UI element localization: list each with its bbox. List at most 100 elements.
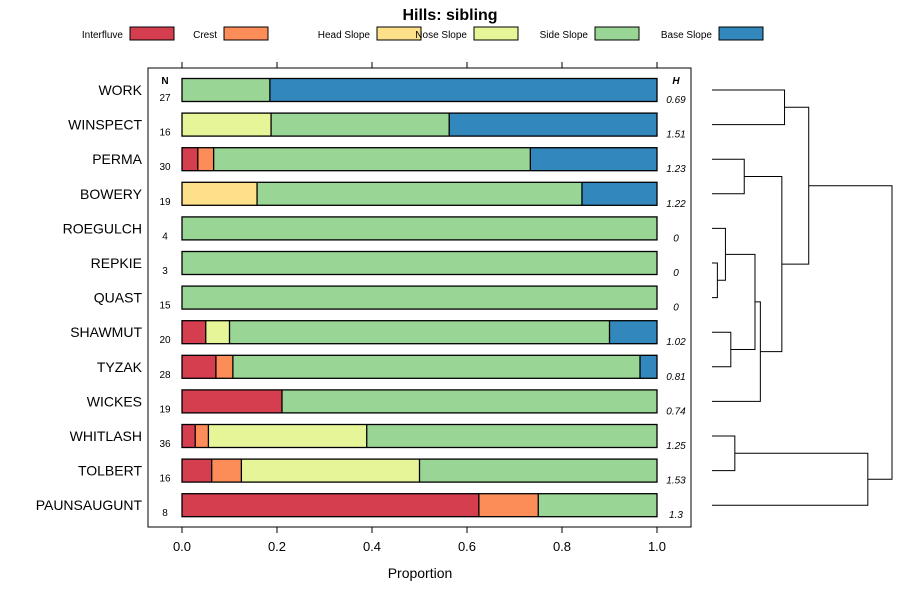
site-label: TYZAK	[97, 359, 143, 375]
x-tick-label: 0.0	[173, 539, 191, 554]
bar-outline	[181, 250, 658, 276]
legend-label-head-slope: Head Slope	[318, 30, 371, 41]
site-label: REPKIE	[91, 255, 142, 271]
n-value: 4	[162, 231, 168, 242]
dendrogram-branch	[712, 158, 745, 195]
row-whitlash: WHITLASH 36 1.25	[70, 423, 686, 452]
h-column-header: H	[672, 76, 680, 87]
h-value: 0.69	[666, 95, 686, 106]
n-value: 20	[159, 335, 171, 346]
n-value: 19	[159, 404, 171, 415]
bar-segment-side-slope	[182, 78, 270, 102]
bar-segment-head-slope	[182, 182, 258, 206]
bar-outline	[181, 493, 658, 518]
h-value: 0	[673, 268, 679, 279]
bar-outline	[181, 181, 658, 206]
n-value: 3	[162, 266, 168, 277]
dendrogram-branch	[725, 253, 756, 350]
bar-segment-interfluve	[182, 493, 479, 517]
h-value: 1.3	[669, 510, 683, 521]
bar-segment-nose-slope	[241, 459, 420, 483]
dendrogram-branch	[712, 452, 869, 506]
dendrogram-branch	[712, 301, 761, 402]
h-value: 1.02	[666, 337, 686, 348]
site-label: QUAST	[94, 290, 143, 306]
row-shawmut: SHAWMUT 20 1.02	[70, 320, 686, 348]
site-label: TOLBERT	[78, 463, 143, 479]
row-bowery: BOWERY 19 1.22	[80, 181, 686, 210]
bar-segment-side-slope	[281, 389, 657, 413]
x-axis-title: Proportion	[388, 565, 453, 581]
bar-outline	[181, 77, 658, 103]
h-value: 0.74	[666, 406, 686, 417]
n-value: 16	[159, 474, 171, 485]
dendrogram-branch	[808, 185, 893, 480]
h-value: 1.23	[666, 164, 686, 175]
legend-swatch-head-slope	[376, 26, 422, 41]
n-value: 19	[159, 197, 171, 208]
h-value: 1.25	[666, 441, 686, 452]
bar-segment-side-slope	[182, 286, 657, 310]
bar-segment-base-slope	[269, 78, 657, 102]
row-tyzak: TYZAK 28 0.81	[97, 354, 686, 383]
bar-segment-side-slope	[419, 459, 657, 483]
bar-outline	[181, 423, 658, 449]
legend-label-crest: Crest	[193, 30, 217, 41]
h-value: 0	[673, 303, 679, 314]
h-value: 1.22	[666, 199, 686, 210]
bar-outline	[181, 354, 658, 379]
bar-segment-side-slope	[182, 216, 657, 240]
h-value: 0.81	[666, 372, 685, 383]
legend-label-side-slope: Side Slope	[540, 30, 589, 41]
bar-segment-crest	[215, 355, 233, 379]
row-winspect: WINSPECT 16 1.51	[68, 112, 686, 141]
legend-swatch-base-slope	[718, 26, 764, 41]
bar-segment-interfluve	[182, 147, 198, 171]
bar-segment-side-slope	[229, 320, 610, 344]
bar-segment-nose-slope	[208, 424, 367, 448]
site-label: WHITLASH	[70, 428, 142, 444]
bar-segment-interfluve	[182, 320, 206, 344]
bar-outline	[181, 285, 658, 310]
n-value: 27	[159, 93, 171, 104]
bar-segment-nose-slope	[205, 320, 230, 344]
n-value: 15	[159, 301, 171, 312]
row-quast: QUAST 15 0	[94, 285, 679, 314]
h-value: 1.51	[666, 130, 685, 141]
row-roegulch: ROEGULCH 4 0	[63, 216, 679, 244]
x-tick-label: 0.4	[363, 539, 381, 554]
dendrogram-branch	[781, 106, 810, 265]
x-axis: 0.0 0.2 0.4 0.6 0.8 1.0	[173, 62, 666, 554]
bar-segment-crest	[197, 147, 214, 171]
row-work: WORK 27 0.69	[98, 77, 686, 106]
legend-label-base-slope: Base Slope	[661, 30, 713, 41]
site-label: PAUNSAUGUNT	[36, 497, 143, 513]
dendrogram-branch	[712, 89, 786, 126]
chart-title: Hills: sibling	[402, 7, 497, 24]
row-paunsaugunt: PAUNSAUGUNT 8 1.3	[36, 493, 683, 521]
legend-swatch-side-slope	[594, 26, 640, 41]
dendrogram	[712, 89, 893, 506]
n-value: 16	[159, 128, 171, 139]
bar-segment-base-slope	[449, 113, 657, 137]
bar-segment-side-slope	[182, 251, 657, 275]
bar-outline	[181, 216, 658, 241]
bar-segment-interfluve	[182, 355, 216, 379]
site-label: BOWERY	[80, 186, 143, 202]
legend-label-interfluve: Interfluve	[82, 30, 124, 41]
x-tick-label: 0.2	[268, 539, 286, 554]
bar-segment-side-slope	[271, 113, 450, 137]
bar-segment-base-slope	[639, 355, 657, 379]
legend: Interfluve Crest Head Slope Nose Slope Side …	[82, 26, 764, 41]
legend-swatch-nose-slope	[473, 26, 519, 41]
bar-segment-crest	[478, 493, 539, 517]
bar-segment-base-slope	[609, 320, 657, 344]
h-value: 1.53	[666, 476, 686, 487]
n-value: 28	[159, 370, 171, 381]
dendrogram-branch	[712, 227, 726, 281]
site-label: SHAWMUT	[70, 324, 142, 340]
n-value: 30	[159, 162, 171, 173]
bar-segment-interfluve	[182, 424, 196, 448]
